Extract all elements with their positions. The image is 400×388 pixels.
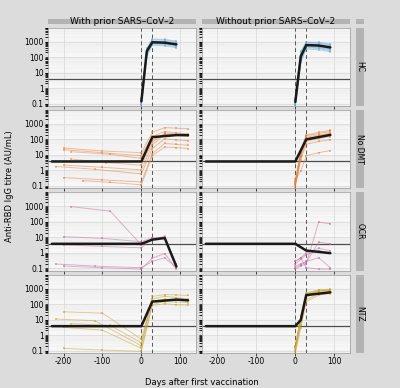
Text: No DMT: No DMT [356, 134, 364, 164]
Text: NTZ: NTZ [356, 306, 364, 322]
Text: Days after first vaccination: Days after first vaccination [145, 378, 259, 387]
Text: OCR: OCR [356, 223, 364, 240]
Text: Without prior SARS–CoV–2: Without prior SARS–CoV–2 [216, 17, 336, 26]
Text: Anti-RBD IgG titre (AU/mL): Anti-RBD IgG titre (AU/mL) [6, 130, 14, 242]
Text: HC: HC [356, 61, 364, 72]
Text: With prior SARS–CoV–2: With prior SARS–CoV–2 [70, 17, 174, 26]
